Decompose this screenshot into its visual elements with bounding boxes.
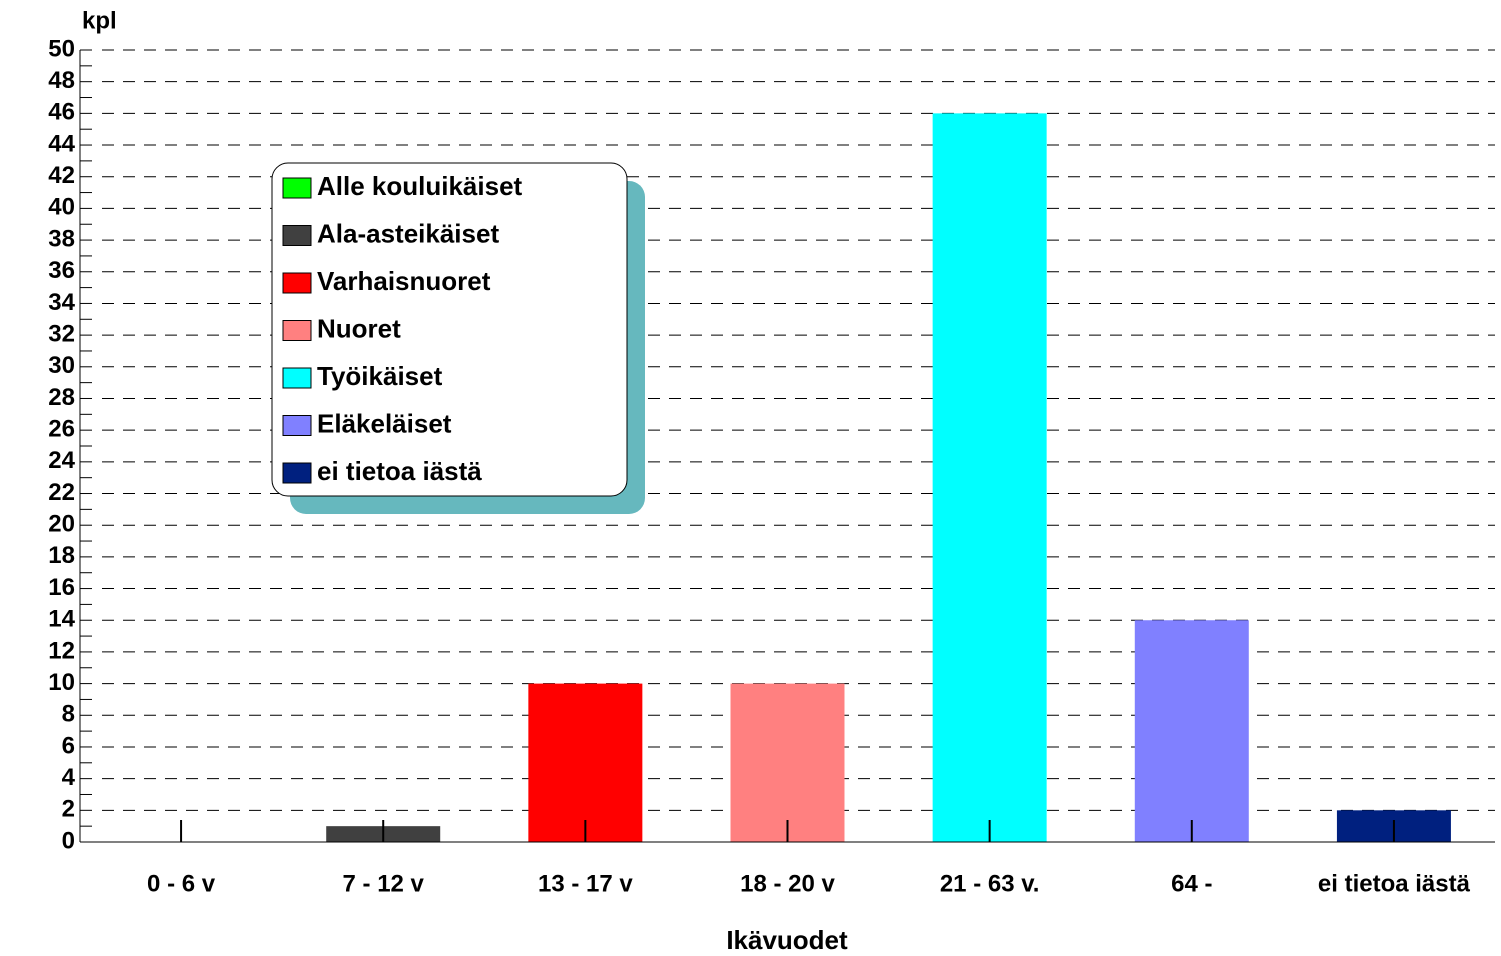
legend-swatch (282, 177, 312, 199)
y-tick-label: 40 (48, 194, 75, 221)
legend-swatch (282, 462, 312, 484)
legend-label: Työikäiset (317, 361, 443, 391)
legend-swatch (282, 415, 312, 436)
y-tick-label: 0 (62, 827, 75, 854)
y-tick-label: 4 (62, 764, 76, 791)
bar (730, 683, 845, 842)
legend-label: Alle kouluikäiset (317, 171, 523, 201)
legend-label: ei tietoa iästä (317, 456, 482, 486)
y-tick-label: 42 (48, 162, 75, 189)
y-tick-label: 8 (62, 701, 75, 728)
bar (1134, 620, 1249, 842)
x-tick-label: 64 - (1171, 870, 1212, 897)
legend-label: Nuoret (317, 313, 401, 343)
y-tick-label: 38 (48, 225, 75, 252)
y-tick-label: 22 (48, 479, 75, 506)
legend-label: Varhaisnuoret (317, 266, 491, 296)
x-tick-label: 21 - 63 v. (940, 870, 1040, 897)
y-tick-label: 2 (62, 796, 75, 823)
y-tick-label: 30 (48, 352, 75, 379)
y-tick-label: 6 (62, 732, 75, 759)
y-tick-label: 20 (48, 511, 75, 538)
legend: Alle kouluikäiset Ala-asteikäiset Varhaisn… (271, 162, 645, 514)
y-tick-label: 46 (48, 99, 75, 126)
legend-box (271, 162, 628, 497)
legend-swatch (282, 225, 312, 246)
y-tick-label: 32 (48, 320, 75, 347)
y-tick-label: 12 (48, 637, 75, 664)
y-tick-label: 14 (48, 606, 75, 633)
y-tick-label: 36 (48, 257, 75, 284)
legend-swatch (282, 367, 312, 389)
y-tick-label: 44 (48, 130, 75, 157)
bar (528, 683, 643, 842)
x-tick-label: 18 - 20 v (740, 870, 835, 897)
y-tick-label: 16 (48, 574, 75, 601)
y-tick-label: 10 (48, 669, 75, 696)
x-tick-label: ei tietoa iästä (1318, 870, 1471, 897)
y-tick-label: 50 (48, 35, 75, 62)
y-tick-label: 26 (48, 416, 75, 443)
y-tick-label: 48 (48, 67, 75, 94)
x-tick-label: 13 - 17 v (538, 870, 633, 897)
x-tick-label: 7 - 12 v (343, 870, 425, 897)
legend-swatch (282, 272, 312, 294)
legend-label: Ala-asteikäiset (317, 218, 499, 248)
y-tick-label: 34 (48, 289, 75, 316)
x-tick-label: 0 - 6 v (147, 870, 216, 897)
y-tick-label: 18 (48, 542, 75, 569)
legend-swatch (282, 320, 312, 341)
y-axis-label: kpl (82, 7, 117, 34)
legend-label: Eläkeläiset (317, 408, 452, 438)
bar (932, 113, 1047, 843)
y-tick-label: 28 (48, 384, 75, 411)
y-tick-label: 24 (48, 447, 75, 474)
x-axis-label: Ikävuodet (726, 925, 848, 955)
